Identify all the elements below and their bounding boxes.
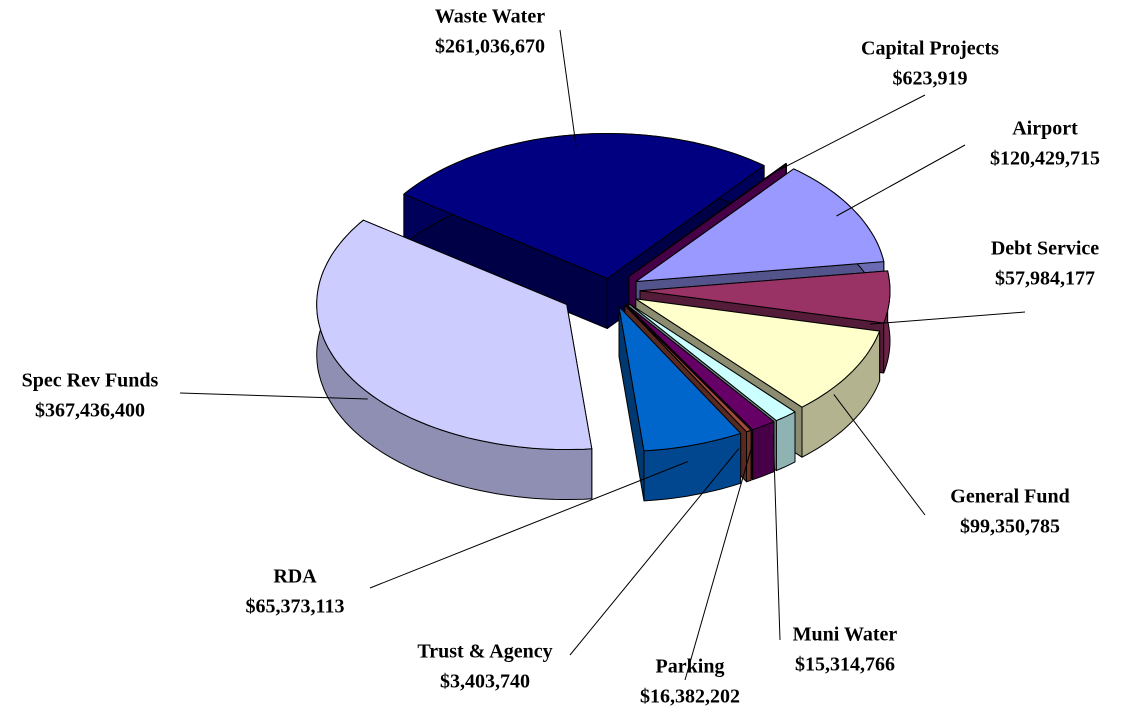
value-label: $3,403,740	[440, 671, 530, 693]
slice-label: General Fund	[950, 486, 1069, 508]
slice-top	[635, 298, 881, 408]
leader-line	[773, 94, 926, 174]
value-label: $120,429,715	[990, 148, 1100, 170]
slice-top	[635, 168, 885, 282]
slice-top	[625, 304, 775, 431]
slice-top	[639, 270, 891, 324]
value-label: $57,984,177	[995, 268, 1095, 290]
slice-top	[624, 304, 752, 433]
slice-top	[316, 219, 593, 450]
pie	[316, 133, 891, 502]
slice-side	[752, 421, 775, 481]
slice-label: Waste Water	[435, 6, 545, 28]
value-label: $65,373,113	[246, 596, 345, 618]
slice	[316, 219, 593, 500]
leader-line	[684, 443, 754, 681]
value-label: $261,036,670	[435, 36, 545, 58]
value-label: $99,350,785	[960, 516, 1060, 538]
slice-label: Trust & Agency	[417, 641, 552, 663]
slice-side	[775, 411, 796, 472]
slice-top	[618, 306, 742, 452]
slice-label: Spec Rev Funds	[22, 370, 159, 392]
leader-line	[836, 144, 966, 217]
leader-line	[559, 29, 577, 147]
leader-line	[833, 394, 926, 516]
leader-line	[179, 392, 368, 400]
slice	[635, 168, 885, 332]
slice-label: Muni Water	[793, 624, 898, 646]
slice-label: RDA	[273, 566, 317, 588]
slice	[618, 306, 742, 502]
value-label: $16,382,202	[640, 686, 740, 708]
value-label: $623,919	[893, 68, 968, 90]
slice-top	[628, 303, 796, 422]
value-label: $15,314,766	[795, 654, 895, 676]
slice-label: Debt Service	[991, 238, 1099, 260]
leader-line	[772, 434, 781, 641]
slice-label: Capital Projects	[861, 38, 999, 60]
slice-top	[403, 133, 765, 279]
leader-line	[869, 311, 1026, 325]
leader-line	[569, 448, 740, 656]
leader-line	[369, 461, 689, 589]
slice-top	[628, 163, 787, 277]
slice-label: Airport	[1012, 118, 1078, 140]
slice-label: Parking	[656, 656, 725, 678]
value-label: $367,436,400	[35, 400, 145, 422]
